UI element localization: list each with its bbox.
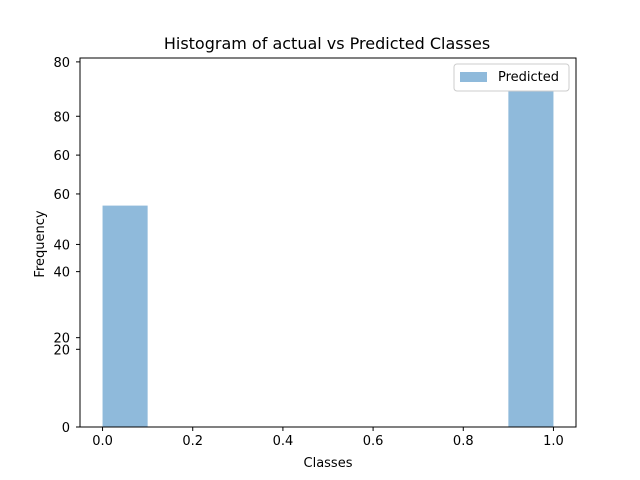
y-tick-label-secondary: 20 xyxy=(53,332,70,347)
y-tick-label-secondary: 40 xyxy=(53,238,70,253)
x-tick-label: 0.2 xyxy=(182,434,203,449)
legend-frame xyxy=(453,63,570,92)
histogram-bar xyxy=(102,205,148,427)
y-tick-label: 40 xyxy=(53,266,70,281)
axes-frame xyxy=(79,57,577,428)
x-tick-label: 1.0 xyxy=(543,434,564,449)
y-axis-label: Frequency xyxy=(33,210,48,277)
y-tick-label: 80 xyxy=(53,110,70,125)
legend-label: Predicted xyxy=(498,70,559,85)
x-tick-label: 0.0 xyxy=(92,434,113,449)
y-tick-label: 60 xyxy=(53,188,70,203)
legend: Predicted xyxy=(453,63,570,92)
y-tick-label: 0 xyxy=(62,421,70,436)
y-tick-label: 20 xyxy=(53,343,70,358)
chart-title: Histogram of actual vs Predicted Classes xyxy=(164,34,490,53)
legend-swatch xyxy=(460,72,487,82)
axes: 0.0 0.2 0.4 0.6 0.8 1.0 0 20 40 60 80 20 40 60 80 xyxy=(53,56,577,449)
y-tick-label-secondary: 60 xyxy=(53,149,70,164)
x-tick-label: 0.8 xyxy=(453,434,474,449)
x-tick-label: 0.6 xyxy=(363,434,384,449)
plot-area xyxy=(102,77,554,427)
histogram-bar xyxy=(508,77,554,427)
x-axis-label: Classes xyxy=(304,456,353,471)
y-tick-label-secondary: 80 xyxy=(53,56,70,71)
x-tick-label: 0.4 xyxy=(273,434,294,449)
